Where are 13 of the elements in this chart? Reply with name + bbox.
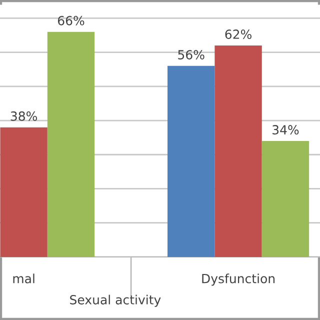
x-tick-label: Dysfunction: [202, 274, 275, 286]
x-tick-label: mal: [13, 274, 34, 284]
bar: [214, 45, 262, 257]
bar: [262, 140, 310, 257]
data-label: 34%: [272, 125, 299, 135]
x-axis-title: Sexual activity: [70, 294, 161, 307]
data-label: 56%: [178, 50, 204, 60]
bar: [168, 66, 215, 257]
data-label: 66%: [58, 16, 84, 26]
bar: [47, 32, 95, 257]
data-label: 38%: [10, 111, 38, 121]
bar: [0, 127, 48, 257]
data-label: 62%: [225, 30, 252, 39]
